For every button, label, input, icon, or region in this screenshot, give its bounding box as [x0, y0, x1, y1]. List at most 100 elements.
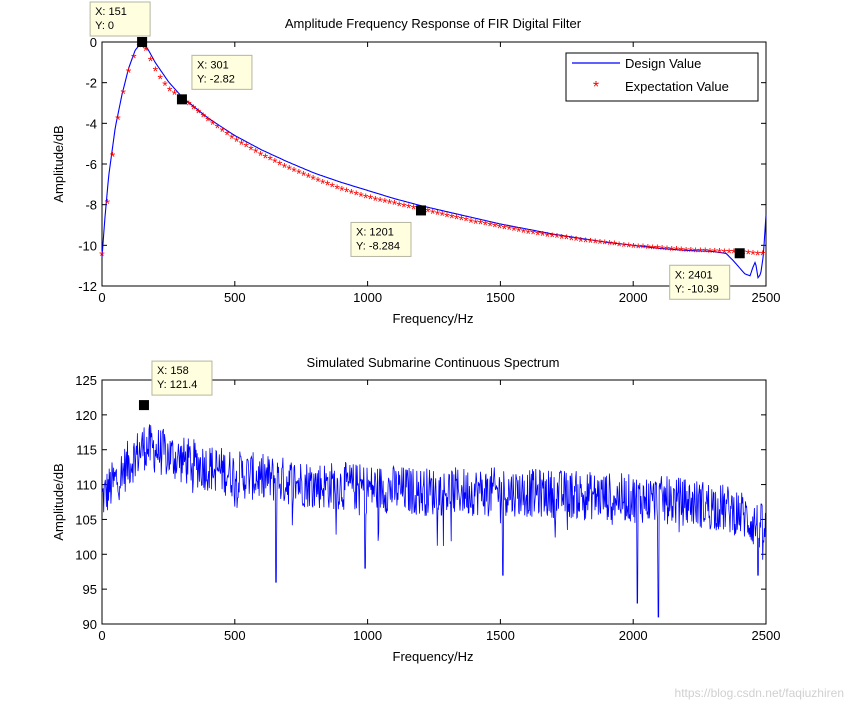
datatip[interactable]: X: 1201 Y: -8.284 — [350, 205, 426, 257]
series-marker-expectation: * — [459, 212, 465, 228]
y-tick-label: -10 — [78, 238, 97, 253]
datatip-y-label: Y: -8.284 — [356, 240, 400, 252]
series-marker-expectation: * — [755, 247, 761, 263]
x-axis-label: Frequency/Hz — [393, 649, 474, 664]
series-marker-expectation: * — [526, 225, 532, 241]
datatip-box — [191, 54, 253, 90]
y-axis-label: Amplitude/dB — [51, 463, 66, 540]
y-tick-label: -4 — [85, 116, 97, 131]
datatip-box — [151, 360, 213, 396]
legend-box — [565, 52, 759, 102]
x-axis-label: Frequency/Hz — [393, 311, 474, 326]
series-marker-expectation: * — [344, 184, 350, 200]
datatip[interactable]: X: 151 Y: 0 — [89, 1, 151, 47]
series-marker-expectation: * — [258, 147, 264, 163]
series-marker-expectation: * — [253, 145, 259, 161]
series-marker-expectation: * — [435, 206, 441, 222]
datatip-marker — [415, 205, 426, 216]
series-marker-expectation: * — [463, 213, 469, 229]
series-marker-expectation: * — [726, 245, 732, 261]
x-tick-label: 2000 — [619, 628, 648, 643]
series-marker-expectation: * — [401, 199, 407, 215]
series-group — [101, 424, 767, 618]
x-tick-label: 1000 — [353, 290, 382, 305]
series-marker-expectation: * — [440, 208, 446, 224]
x-tick-label: 1500 — [486, 290, 515, 305]
series-marker-expectation: * — [492, 219, 498, 235]
datatips: X: 158 Y: 121.4 — [138, 360, 213, 411]
x-tick-label: 0 — [98, 290, 105, 305]
series-marker-expectation: * — [191, 101, 197, 117]
series-marker-expectation: * — [220, 124, 226, 140]
x-tick-label: 500 — [224, 290, 246, 305]
series-marker-expectation: * — [707, 244, 713, 260]
datatip-x-label: X: 1201 — [356, 226, 394, 238]
datatip-box — [350, 221, 412, 257]
series-marker-expectation: * — [535, 227, 541, 243]
series-marker-expectation: * — [205, 113, 211, 129]
series-marker-expectation: * — [650, 241, 656, 257]
series-marker-expectation: * — [588, 234, 594, 250]
y-axis: 90 95 100 105 110 115 120 125 — [75, 373, 766, 632]
series-marker-expectation: * — [569, 232, 575, 248]
series-marker-expectation: * — [583, 234, 589, 250]
x-tick-label: 0 — [98, 628, 105, 643]
series-marker-expectation: * — [99, 248, 105, 264]
series-marker-expectation: * — [172, 86, 178, 102]
series-marker-expectation: * — [731, 245, 737, 261]
series-marker-expectation: * — [239, 136, 245, 152]
series-marker-expectation: * — [339, 183, 345, 199]
datatip[interactable]: X: 2401 Y: -10.39 — [669, 248, 745, 300]
series-marker-expectation: * — [559, 230, 565, 246]
series-marker-expectation: * — [621, 238, 627, 254]
watermark: https://blog.csdn.net/faqiuzhiren — [674, 686, 844, 700]
series-marker-expectation: * — [636, 240, 642, 256]
series-marker-expectation: * — [126, 65, 132, 81]
series-marker-expectation: * — [153, 63, 159, 79]
series-marker-expectation: * — [296, 166, 302, 182]
series-marker-expectation: * — [306, 170, 312, 186]
series-marker-expectation: * — [592, 235, 598, 251]
datatip-marker — [137, 37, 148, 47]
series-marker-expectation: * — [760, 247, 766, 263]
series-marker-expectation: * — [521, 224, 527, 240]
series-marker-expectation: * — [325, 177, 331, 193]
series-marker-expectation: * — [121, 86, 127, 102]
series-marker-expectation: * — [655, 241, 661, 257]
series-marker-expectation: * — [234, 134, 240, 150]
series-marker-expectation: * — [387, 196, 393, 212]
y-tick-label: 100 — [75, 547, 97, 562]
series-marker-expectation: * — [468, 214, 474, 230]
series-marker-expectation: * — [243, 139, 249, 155]
y-tick-label: 95 — [83, 582, 97, 597]
series-marker-expectation: * — [406, 200, 412, 216]
plot-filter-response: Amplitude Frequency Response of FIR Digi… — [51, 1, 780, 326]
series-marker-expectation: * — [702, 244, 708, 260]
series-line-design-value — [101, 41, 767, 280]
series-marker-expectation: * — [110, 148, 116, 164]
series-marker-expectation: * — [478, 216, 484, 232]
series-marker-expectation: * — [301, 168, 307, 184]
series-marker-expectation: * — [612, 237, 618, 253]
datatip-x-label: X: 151 — [95, 6, 127, 18]
y-tick-label: 125 — [75, 373, 97, 388]
datatip-x-label: X: 2401 — [675, 269, 713, 281]
series-marker-expectation: * — [497, 220, 503, 236]
datatips: X: 151 Y: 0 X: 301 Y: -2.82 X: 1201 Y: -8.284… — [89, 1, 745, 300]
series-marker-expectation: * — [157, 71, 163, 87]
series-marker-expectation: * — [215, 120, 221, 136]
datatip-y-label: Y: -10.39 — [675, 283, 719, 295]
series-marker-expectation: * — [597, 236, 603, 252]
series-marker-expectation: * — [267, 152, 273, 168]
datatip-x-label: X: 158 — [157, 365, 189, 377]
datatip[interactable]: X: 301 Y: -2.82 — [176, 54, 253, 105]
series-marker-expectation: * — [358, 189, 364, 205]
datatip[interactable]: X: 158 Y: 121.4 — [138, 360, 213, 411]
series-marker-expectation: * — [545, 228, 551, 244]
series-marker-expectation: * — [162, 78, 168, 94]
series-marker-expectation: * — [664, 242, 670, 258]
series-marker-expectation: * — [167, 83, 173, 99]
datatip-y-label: Y: -2.82 — [197, 73, 235, 85]
series-marker-expectation: * — [131, 50, 137, 66]
